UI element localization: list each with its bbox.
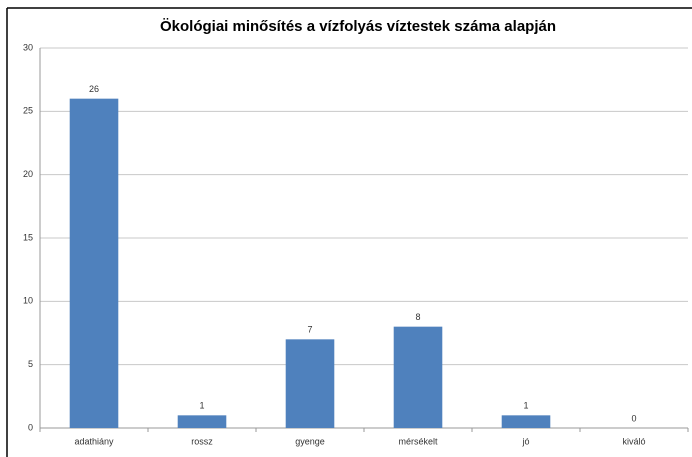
- y-tick-label: 25: [23, 106, 33, 116]
- x-tick-label: rossz: [191, 436, 213, 446]
- x-tick-label: adathiány: [74, 436, 114, 446]
- bar: [501, 415, 551, 428]
- x-tick-label: mérsékelt: [398, 436, 438, 446]
- y-tick-label: 0: [28, 422, 33, 432]
- chart-title: Ökológiai minősítés a vízfolyás vízteste…: [160, 18, 556, 35]
- data-label: 1: [523, 401, 528, 411]
- bar: [393, 326, 443, 428]
- y-tick-label: 10: [23, 296, 33, 306]
- y-tick-label: 15: [23, 232, 33, 242]
- data-label: 0: [631, 413, 636, 423]
- x-tick-label: kiváló: [622, 436, 645, 446]
- data-label: 7: [307, 325, 312, 335]
- y-tick-label: 5: [28, 359, 33, 369]
- data-label: 8: [415, 312, 420, 322]
- bar: [177, 415, 227, 428]
- bar: [69, 98, 119, 429]
- data-label: 1: [199, 401, 204, 411]
- bar: [285, 339, 335, 428]
- y-tick-label: 20: [23, 169, 33, 179]
- x-tick-label: gyenge: [295, 436, 325, 446]
- y-tick-label: 30: [23, 42, 33, 52]
- data-label: 26: [89, 84, 99, 94]
- x-tick-label: jó: [521, 436, 529, 446]
